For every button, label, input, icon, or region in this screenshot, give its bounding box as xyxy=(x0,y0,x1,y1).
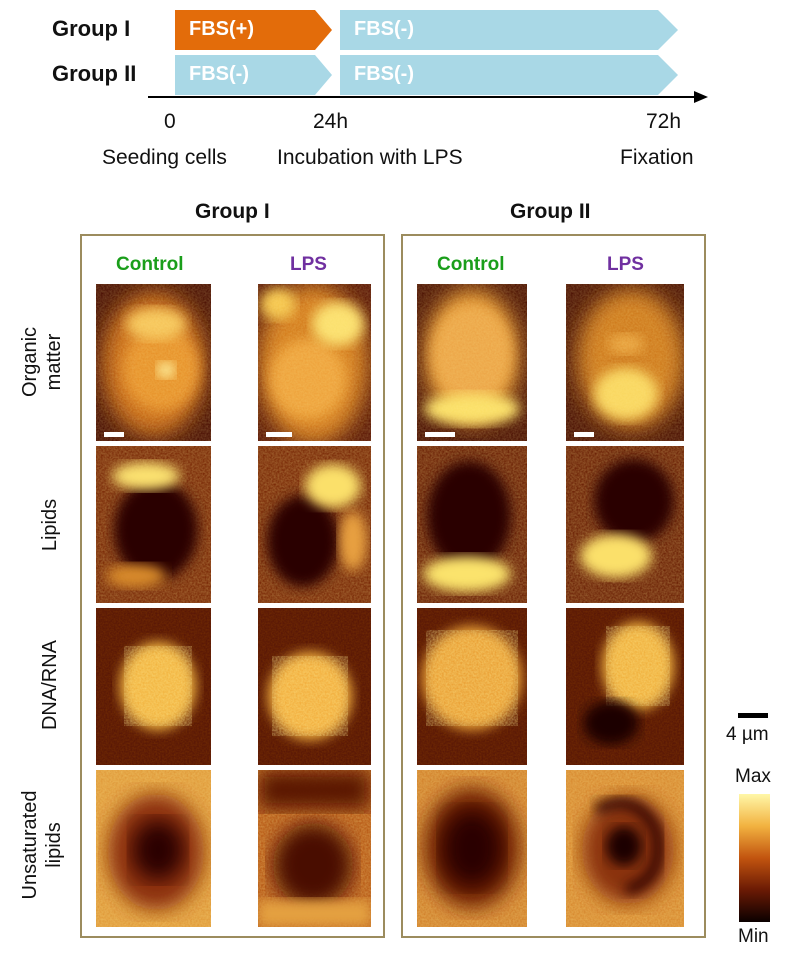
g2-control-label: Control xyxy=(437,254,505,275)
img-g1-lps-lipids xyxy=(258,446,371,603)
img-g2-lps-unsat xyxy=(566,770,684,927)
g1-fbs-plus-arrow: FBS(+) xyxy=(175,10,332,50)
row-label-lipids: Lipids xyxy=(39,498,61,552)
img-g1-control-unsat xyxy=(96,770,211,927)
row-label-dna-rna: DNA/RNA xyxy=(39,639,61,731)
g2-fbs-minus-label-2: FBS(-) xyxy=(354,63,414,85)
img-g2-control-dna xyxy=(417,608,527,765)
g1-fbs-minus-arrow: FBS(-) xyxy=(340,10,678,50)
g2-lps-label: LPS xyxy=(607,254,644,275)
event-incubation: Incubation with LPS xyxy=(277,146,463,169)
img-g2-lps-dna xyxy=(566,608,684,765)
event-fixation: Fixation xyxy=(620,146,694,169)
legend-scalebar xyxy=(738,713,768,718)
img-g1-control-organic xyxy=(96,284,211,441)
g1-fbs-plus-label: FBS(+) xyxy=(189,18,254,40)
img-g1-control-dna xyxy=(96,608,211,765)
colorbar xyxy=(739,794,770,922)
legend-scale-label: 4 µm xyxy=(726,724,769,745)
g2-fbs-minus-label-1: FBS(-) xyxy=(189,63,249,85)
img-g1-control-lipids xyxy=(96,446,211,603)
scalebar-g1-lps xyxy=(266,432,292,437)
tick-0: 0 xyxy=(164,110,176,133)
img-g2-control-organic xyxy=(417,284,527,441)
colorbar-max-label: Max xyxy=(735,766,771,787)
img-g2-lps-organic xyxy=(566,284,684,441)
timeline-axis xyxy=(148,89,708,105)
scalebar-g2-lps xyxy=(574,432,594,437)
colorbar-min-label: Min xyxy=(738,926,769,947)
tick-24h: 24h xyxy=(313,110,349,133)
img-g1-lps-unsat xyxy=(258,770,371,927)
img-g2-control-lipids xyxy=(417,446,527,603)
scalebar-g2-control xyxy=(425,432,455,437)
panel-group1-title: Group I xyxy=(195,200,270,223)
g2-fbs-minus-arrow-1: FBS(-) xyxy=(175,55,332,95)
panel-group2-title: Group II xyxy=(510,200,591,223)
row-label-unsaturated-lipids: Unsaturated lipids xyxy=(19,790,65,900)
g2-fbs-minus-arrow-2: FBS(-) xyxy=(340,55,678,95)
g1-control-label: Control xyxy=(116,254,184,275)
group2-label: Group II xyxy=(52,61,137,86)
group1-label: Group I xyxy=(52,16,131,41)
img-g2-lps-lipids xyxy=(566,446,684,603)
group2-panel-frame xyxy=(401,234,706,938)
row-label-organic-matter: Organic matter xyxy=(19,326,65,398)
img-g2-control-unsat xyxy=(417,770,527,927)
g1-lps-label: LPS xyxy=(290,254,327,275)
tick-72h: 72h xyxy=(646,110,682,133)
img-g1-lps-organic xyxy=(258,284,371,441)
group1-panel-frame xyxy=(80,234,385,938)
scalebar-g1-control xyxy=(104,432,124,437)
event-seeding: Seeding cells xyxy=(102,146,227,169)
g1-fbs-minus-label: FBS(-) xyxy=(354,18,414,40)
img-g1-lps-dna xyxy=(258,608,371,765)
